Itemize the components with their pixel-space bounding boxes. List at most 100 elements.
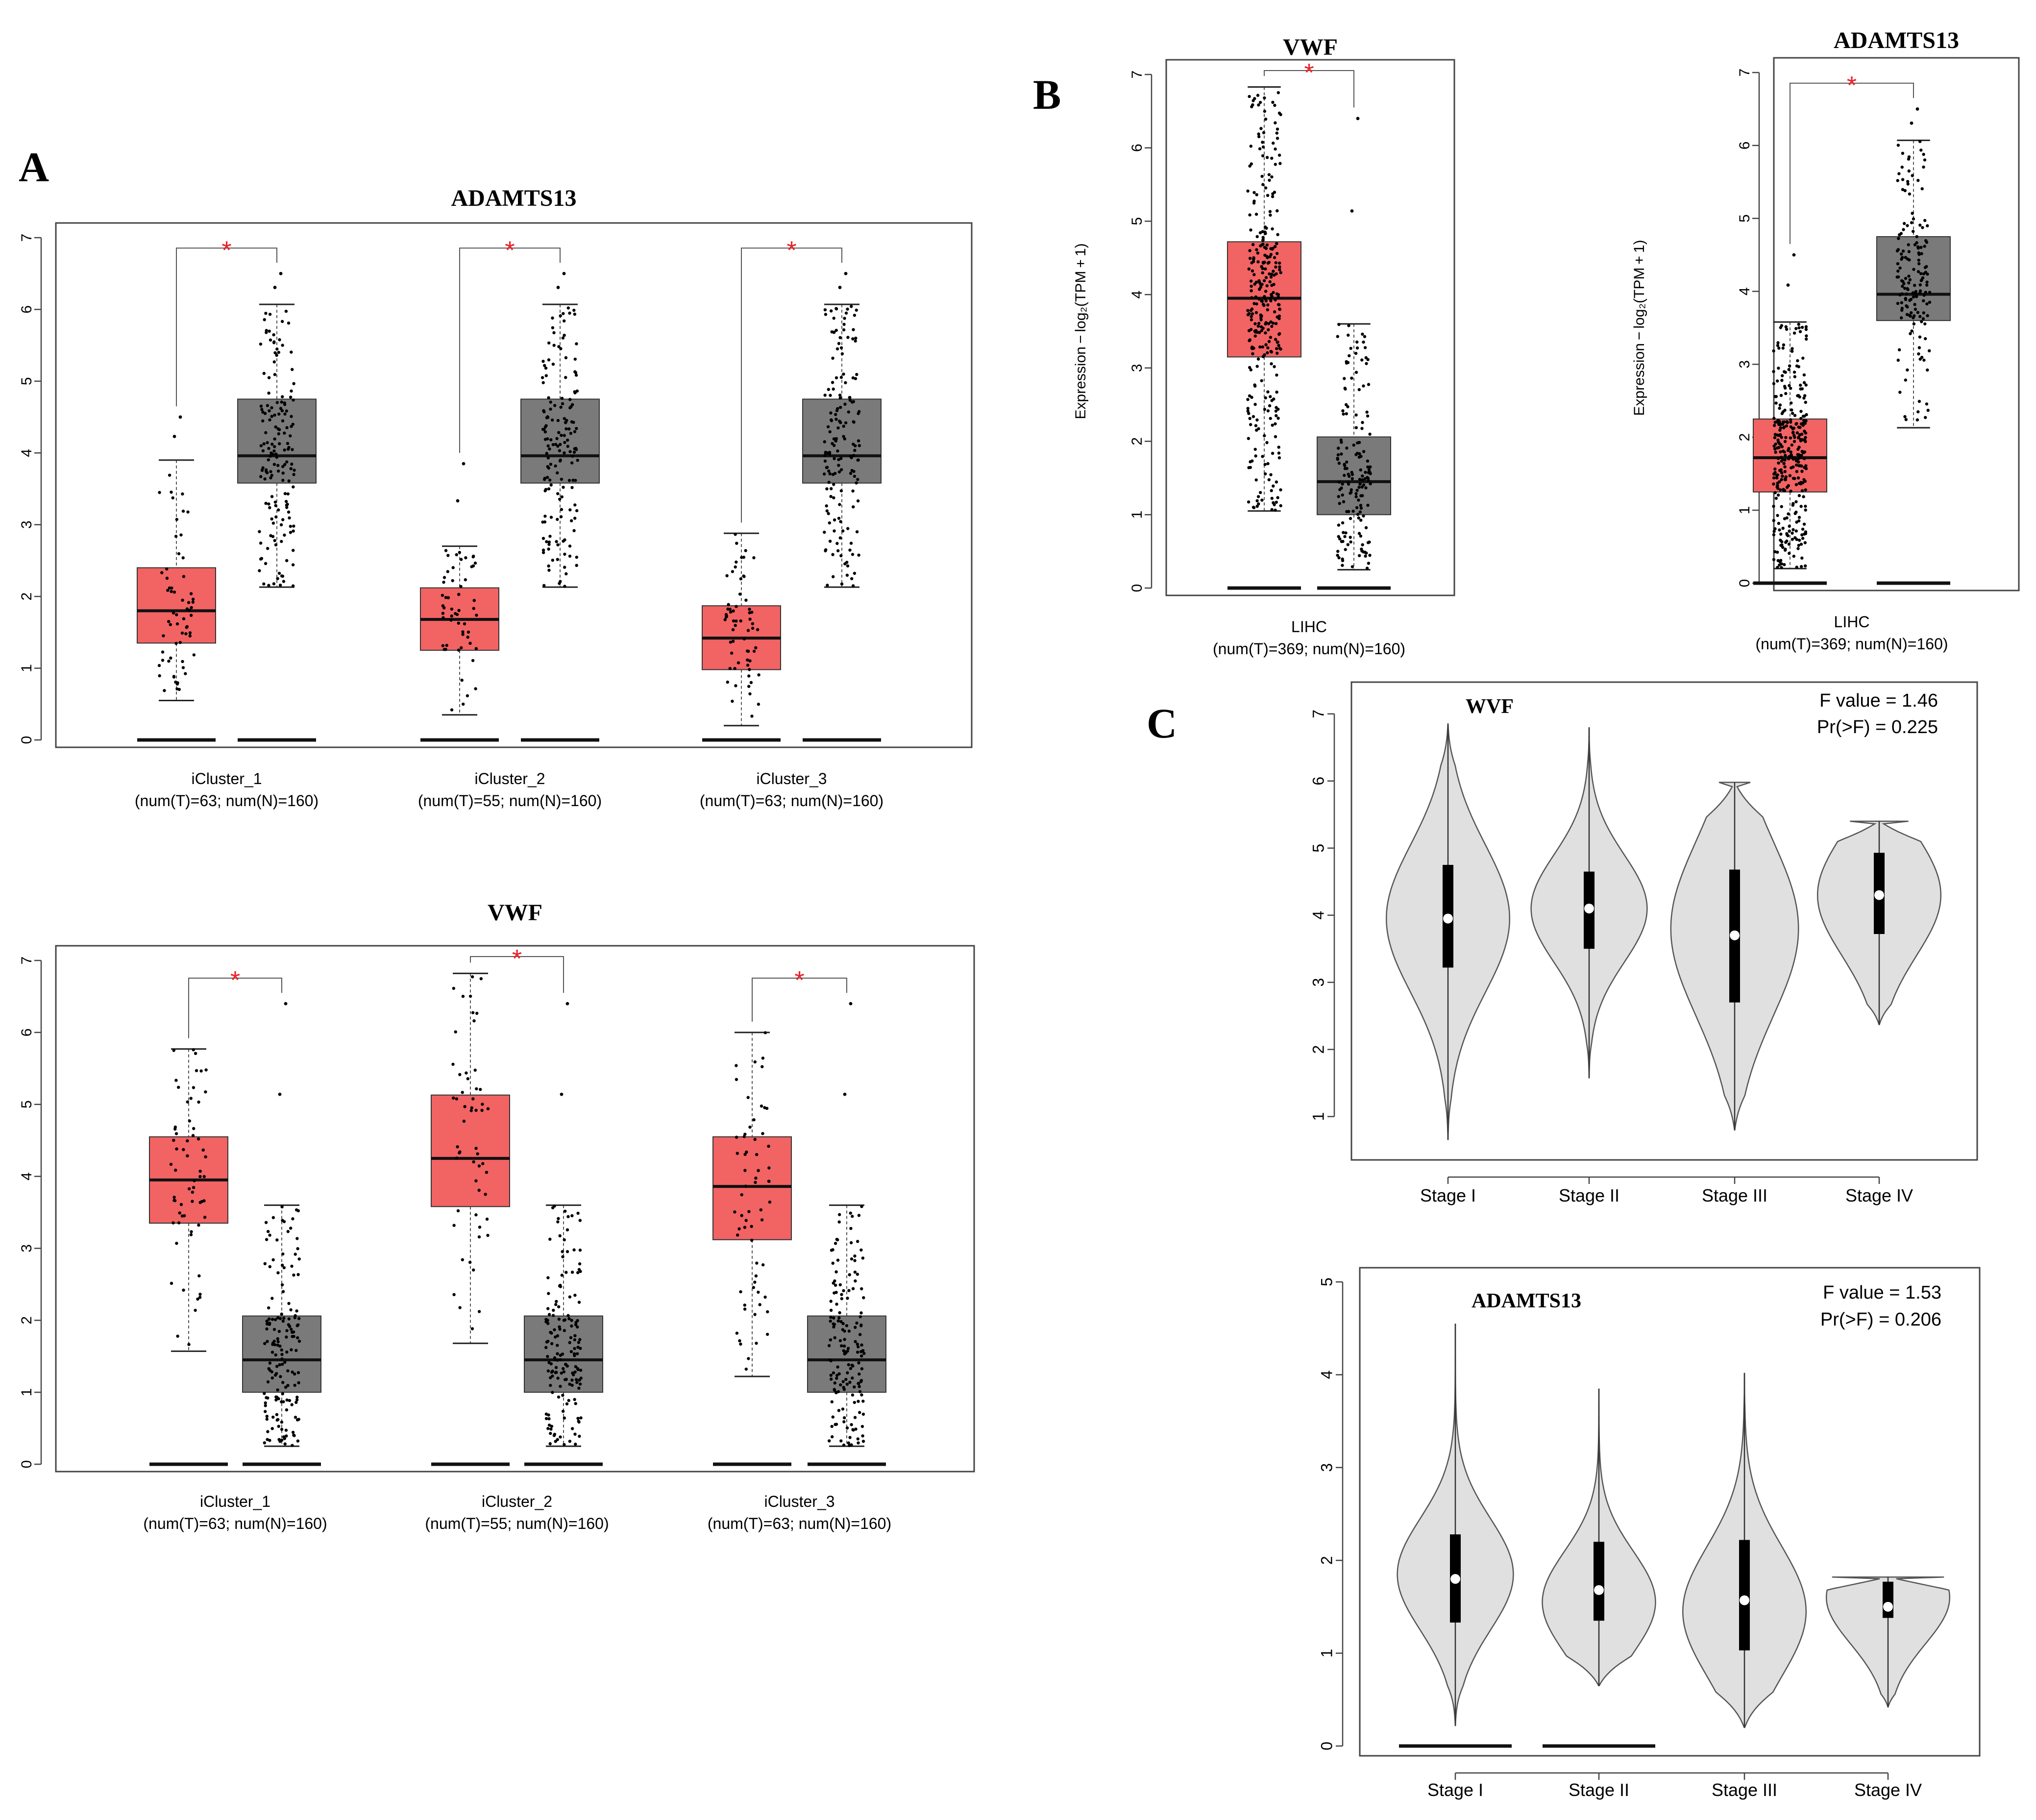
- data-point: [1254, 478, 1258, 482]
- data-point: [1252, 273, 1256, 276]
- data-point: [1364, 470, 1367, 474]
- data-point: [161, 650, 165, 654]
- data-point: [858, 444, 861, 447]
- data-point: [1349, 346, 1352, 350]
- data-point: [276, 1340, 280, 1343]
- data-point: [828, 540, 832, 543]
- data-point: [291, 448, 294, 451]
- data-point: [1795, 538, 1798, 541]
- data-point: [466, 630, 470, 634]
- significance-bracket: *: [1790, 72, 1914, 244]
- data-point: [273, 1374, 277, 1377]
- violin-iqr: [1594, 1542, 1604, 1621]
- data-point: [477, 1188, 481, 1192]
- data-point: [190, 606, 193, 610]
- data-point: [1350, 376, 1353, 380]
- tumor-box: [431, 972, 510, 1466]
- data-point: [1277, 344, 1280, 347]
- data-point: [1269, 213, 1272, 217]
- data-point: [827, 1344, 831, 1348]
- data-point: [856, 1240, 859, 1243]
- data-point: [574, 1442, 577, 1446]
- data-point: [550, 1425, 554, 1428]
- data-point: [851, 337, 855, 341]
- data-point: [573, 1398, 576, 1402]
- data-point: [830, 419, 834, 422]
- data-point: [452, 1096, 455, 1100]
- data-point: [1369, 465, 1372, 468]
- data-point: [544, 1417, 548, 1420]
- data-point: [277, 350, 280, 354]
- data-point: [1248, 249, 1251, 252]
- data-point: [1338, 537, 1342, 541]
- data-point: [1925, 283, 1929, 287]
- data-point: [1261, 271, 1264, 274]
- data-point: [563, 451, 566, 455]
- data-point: [1781, 474, 1784, 478]
- data-point: [1923, 245, 1926, 248]
- data-point: [174, 535, 178, 538]
- data-point: [1803, 429, 1806, 433]
- data-point: [753, 1313, 757, 1316]
- data-point: [848, 1380, 852, 1384]
- data-point: [550, 1370, 554, 1374]
- data-point: [1355, 340, 1359, 344]
- data-point: [570, 1324, 573, 1328]
- data-point: [1773, 527, 1777, 531]
- data-point: [1264, 472, 1267, 476]
- data-point: [561, 1394, 564, 1397]
- data-point: [265, 1319, 269, 1323]
- data-point: [1354, 426, 1358, 429]
- data-point: [292, 398, 295, 402]
- data-point: [1921, 317, 1925, 320]
- data-point: [1269, 275, 1273, 279]
- data-point: [189, 592, 193, 595]
- data-point: [858, 1390, 862, 1393]
- data-point: [1349, 491, 1353, 494]
- data-point: [1359, 494, 1363, 497]
- data-point: [290, 1330, 294, 1334]
- significance-bracket: *: [1264, 59, 1354, 108]
- data-point: [561, 1409, 565, 1413]
- data-point: [1898, 266, 1902, 270]
- data-point: [1776, 473, 1779, 477]
- x-category-label: Stage II: [1559, 1185, 1619, 1205]
- data-point: [470, 1106, 473, 1109]
- data-point: [177, 552, 181, 556]
- data-point: [295, 1396, 299, 1399]
- data-point: [1270, 350, 1273, 354]
- data-point: [1272, 484, 1275, 488]
- x-category-label: Stage II: [1569, 1780, 1629, 1800]
- data-point: [844, 1377, 848, 1381]
- outlier-point: [1350, 209, 1354, 213]
- data-point: [849, 541, 853, 545]
- data-point: [543, 515, 547, 518]
- data-point: [1780, 471, 1784, 474]
- data-point: [763, 1106, 766, 1109]
- data-point: [478, 1226, 482, 1229]
- data-point: [556, 444, 560, 448]
- data-point: [1799, 542, 1803, 546]
- data-point: [259, 343, 263, 346]
- data-point: [860, 1367, 864, 1371]
- data-point: [280, 1357, 284, 1361]
- data-point: [547, 564, 550, 568]
- data-point: [728, 608, 732, 611]
- violin-iqr: [1739, 1540, 1750, 1650]
- significance-asterisk: *: [1304, 59, 1314, 87]
- data-point: [853, 474, 857, 478]
- f-value-text: F value = 1.53: [1823, 1282, 1941, 1303]
- data-point: [760, 1104, 763, 1108]
- data-point: [1261, 183, 1265, 186]
- data-point: [838, 536, 842, 540]
- data-point: [480, 1108, 484, 1112]
- tumor-box: [149, 1048, 228, 1466]
- data-point: [843, 1352, 846, 1356]
- data-point: [270, 443, 274, 446]
- significance-asterisk: *: [1847, 72, 1857, 100]
- data-point: [271, 452, 275, 456]
- data-point: [1907, 274, 1911, 278]
- data-point: [1787, 512, 1790, 516]
- data-point: [1337, 523, 1341, 527]
- data-point: [1278, 265, 1281, 269]
